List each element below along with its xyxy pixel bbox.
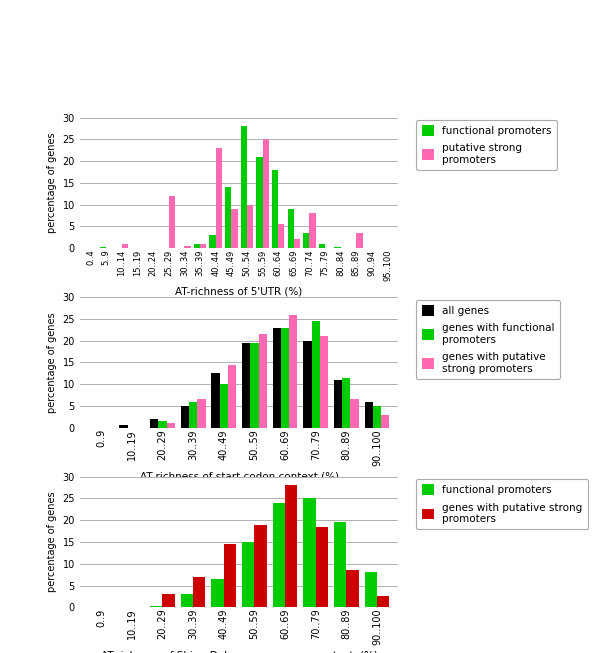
Bar	[231, 209, 237, 248]
Bar	[216, 148, 222, 248]
Bar	[150, 606, 162, 607]
Bar	[365, 573, 377, 607]
Bar	[210, 235, 216, 248]
Bar	[346, 570, 359, 607]
Bar	[100, 247, 106, 248]
Bar	[197, 400, 205, 428]
Bar	[181, 594, 193, 607]
Bar	[342, 377, 351, 428]
Bar	[365, 402, 373, 428]
Legend: all genes, genes with functional
promoters, genes with putative
strong promoters: all genes, genes with functional promote…	[416, 300, 560, 379]
Bar	[122, 244, 128, 248]
Bar	[200, 244, 206, 248]
Bar	[351, 400, 359, 428]
Bar	[334, 380, 342, 428]
Bar	[247, 204, 253, 248]
Bar	[273, 503, 285, 607]
Y-axis label: percentage of genes: percentage of genes	[47, 492, 57, 592]
Bar	[310, 214, 316, 248]
Bar	[256, 157, 262, 248]
Bar	[381, 415, 389, 428]
Bar	[169, 196, 175, 248]
Bar	[250, 343, 259, 428]
Bar	[162, 594, 175, 607]
Bar	[289, 315, 297, 428]
X-axis label: AT-richness of start codon context (%): AT-richness of start codon context (%)	[140, 471, 338, 481]
Bar	[294, 240, 300, 248]
Bar	[224, 544, 236, 607]
Bar	[194, 244, 200, 248]
Bar	[373, 406, 381, 428]
Bar	[272, 170, 278, 248]
Legend: functional promoters, genes with putative strong
promoters: functional promoters, genes with putativ…	[416, 479, 588, 530]
Bar	[259, 334, 267, 428]
Bar	[228, 364, 236, 428]
Bar	[120, 425, 128, 428]
Bar	[254, 524, 267, 607]
Y-axis label: percentage of genes: percentage of genes	[47, 312, 57, 413]
Bar	[377, 596, 389, 607]
Y-axis label: percentage of genes: percentage of genes	[47, 133, 57, 233]
Bar	[189, 402, 197, 428]
Bar	[181, 406, 189, 428]
Bar	[242, 542, 254, 607]
Bar	[241, 126, 247, 248]
Bar	[303, 233, 310, 248]
Bar	[334, 522, 346, 607]
Bar	[334, 247, 341, 248]
Bar	[311, 321, 320, 428]
Bar	[167, 423, 175, 428]
Bar	[262, 139, 268, 248]
Bar	[303, 498, 316, 607]
Bar	[320, 336, 328, 428]
Bar	[211, 579, 224, 607]
Bar	[303, 341, 311, 428]
Bar	[185, 246, 191, 248]
Legend: functional promoters, putative strong
promoters: functional promoters, putative strong pr…	[416, 120, 557, 170]
Bar	[287, 209, 294, 248]
Bar	[211, 374, 219, 428]
X-axis label: AT-richness of 5'UTR (%): AT-richness of 5'UTR (%)	[175, 287, 303, 296]
Bar	[219, 384, 228, 428]
Bar	[316, 527, 328, 607]
Bar	[158, 421, 167, 428]
Bar	[193, 577, 205, 607]
Bar	[278, 224, 284, 248]
Bar	[281, 328, 289, 428]
Bar	[356, 233, 362, 248]
Bar	[150, 419, 158, 428]
Bar	[319, 244, 325, 248]
Bar	[242, 343, 250, 428]
Bar	[273, 328, 281, 428]
Bar	[225, 187, 231, 248]
X-axis label: AT-richness of Shine-Dalgarno sequence context  (%): AT-richness of Shine-Dalgarno sequence c…	[101, 651, 378, 653]
Bar	[285, 485, 297, 607]
